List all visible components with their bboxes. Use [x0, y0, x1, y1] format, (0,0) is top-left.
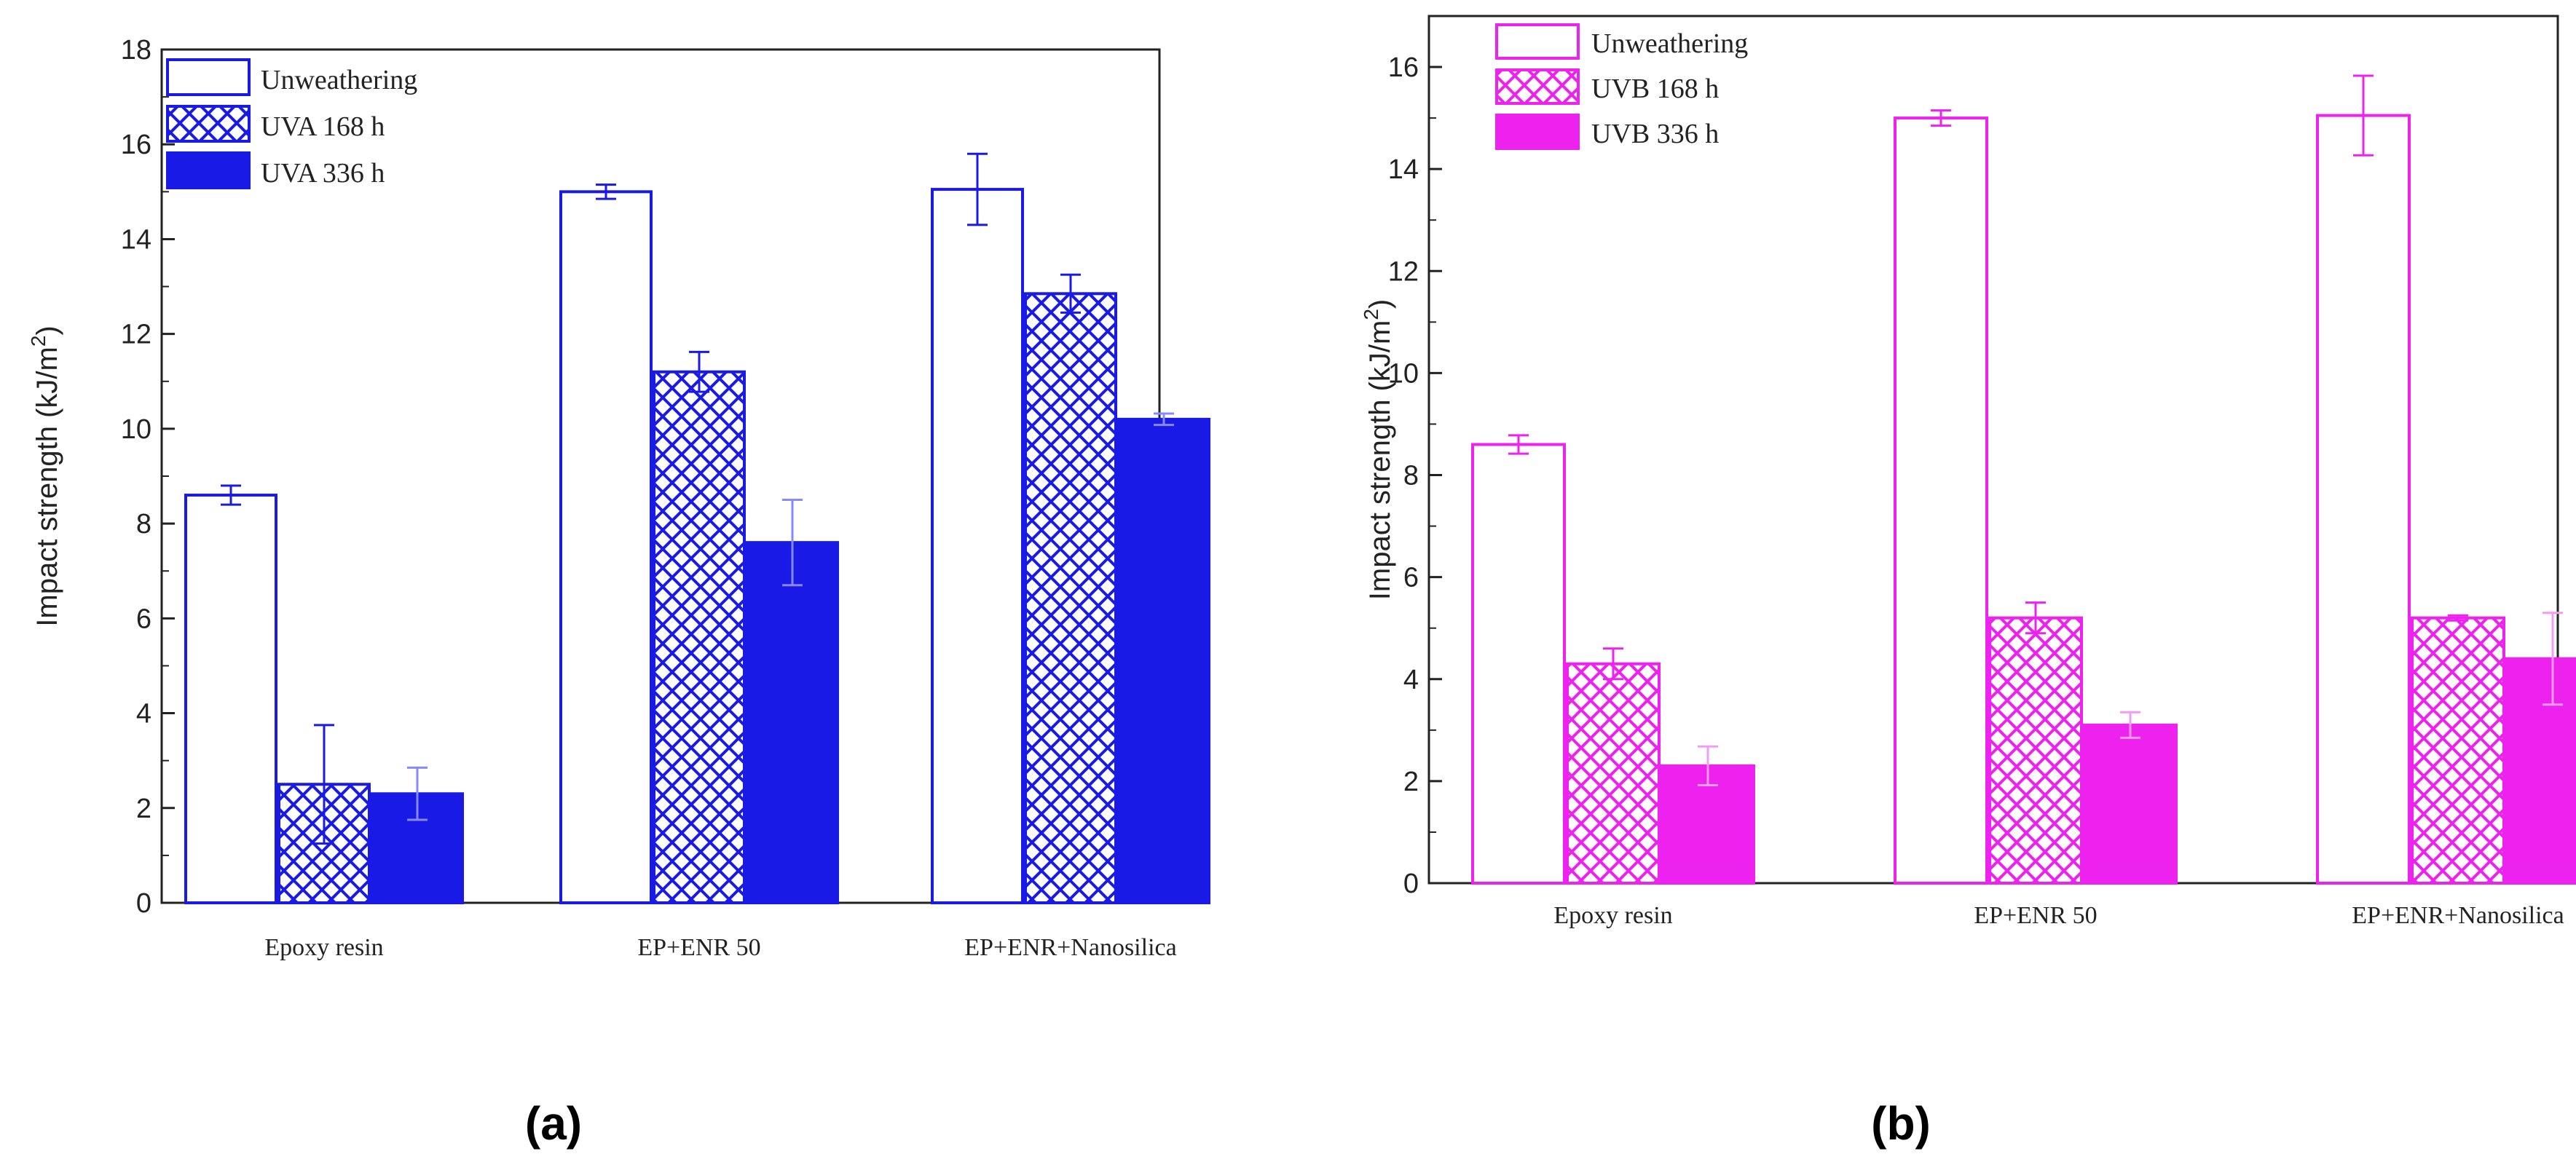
x-category-label: Epoxy resin: [1553, 902, 1672, 929]
legend-swatch: [166, 105, 251, 143]
bar: [184, 494, 277, 904]
y-axis-title-superscript: 2: [1360, 309, 1382, 320]
y-tick-label: 8: [1403, 461, 1419, 491]
legend-label: UVB 168 h: [1591, 74, 1719, 104]
legend-swatch: [1495, 68, 1580, 105]
x-category-label: EP+ENR 50: [637, 934, 760, 961]
bar: [2316, 114, 2411, 885]
y-tick-label: 6: [1403, 563, 1419, 593]
y-axis-title-close: ): [31, 325, 63, 335]
bar: [653, 370, 746, 904]
x-category-label: Epoxy resin: [264, 934, 383, 961]
y-tick-label: 12: [1388, 256, 1419, 287]
legend-swatch: [166, 58, 251, 96]
y-tick-label: 2: [1403, 767, 1419, 797]
y-tick-label: 10: [121, 414, 151, 445]
y-tick-label: 2: [136, 794, 151, 824]
y-tick-label: 0: [1403, 869, 1419, 899]
panel-label: (a): [525, 1097, 582, 1150]
x-category-label: EP+ENR+Nanosilica: [964, 934, 1176, 961]
y-tick-label: 10: [1388, 358, 1419, 389]
y-tick-label: 0: [136, 888, 151, 919]
y-axis-title: Impact strength (kJ/m2): [27, 325, 63, 626]
bar: [2505, 657, 2576, 885]
bar: [1471, 443, 1566, 885]
bar: [2083, 723, 2178, 885]
legend-label: Unweathering: [261, 65, 417, 95]
y-tick-label: 12: [121, 320, 151, 350]
bar: [746, 541, 839, 905]
bar: [1988, 616, 2083, 885]
chart-panel-b: 0 2 4 6 8 10 12 14 16 Epoxy resin EP+ENR 50 EP+ENR+…: [1360, 15, 2576, 1150]
y-axis-title-main: Impact strength (kJ/m: [31, 347, 63, 627]
y-tick-label: 16: [121, 130, 151, 160]
y-tick-label: 6: [136, 604, 151, 634]
legend-swatch: [1495, 114, 1580, 150]
y-tick-label: 14: [1388, 154, 1419, 185]
legend-label: UVA 336 h: [261, 158, 385, 189]
bar: [1894, 116, 1988, 885]
bar: [1117, 417, 1210, 904]
legend-label: Unweathering: [1591, 28, 1748, 59]
y-axis-title-main: Impact strength (kJ/m: [1364, 320, 1396, 601]
x-category-label: EP+ENR 50: [1974, 902, 2097, 929]
y-axis-title-close: ): [1364, 299, 1396, 309]
y-tick-label: 4: [1403, 665, 1419, 695]
legend-label: UVA 168 h: [261, 111, 385, 142]
bar: [931, 188, 1024, 905]
y-tick-label: 4: [136, 699, 151, 730]
y-axis-title: Impact strength (kJ/m2): [1360, 299, 1396, 600]
y-tick-label: 8: [136, 509, 151, 540]
panel-label: (b): [1871, 1097, 1931, 1150]
legend-swatch: [1495, 23, 1580, 60]
bar: [2411, 616, 2505, 885]
legend-label: UVB 336 h: [1591, 119, 1719, 149]
chart-panel-a: 0 2 4 6 8 10 12 14 16 18 Epoxy resin EP+ENR 50 EP+EN…: [27, 35, 1210, 1150]
bar: [559, 190, 653, 905]
bar: [1024, 292, 1117, 905]
x-category-label: EP+ENR+Nanosilica: [2352, 902, 2564, 929]
y-axis-title-superscript: 2: [27, 336, 50, 347]
bar: [1566, 662, 1661, 885]
y-tick-label: 14: [121, 224, 151, 255]
y-tick-label: 16: [1388, 52, 1419, 83]
y-tick-label: 18: [121, 35, 151, 66]
legend-swatch: [166, 151, 251, 189]
